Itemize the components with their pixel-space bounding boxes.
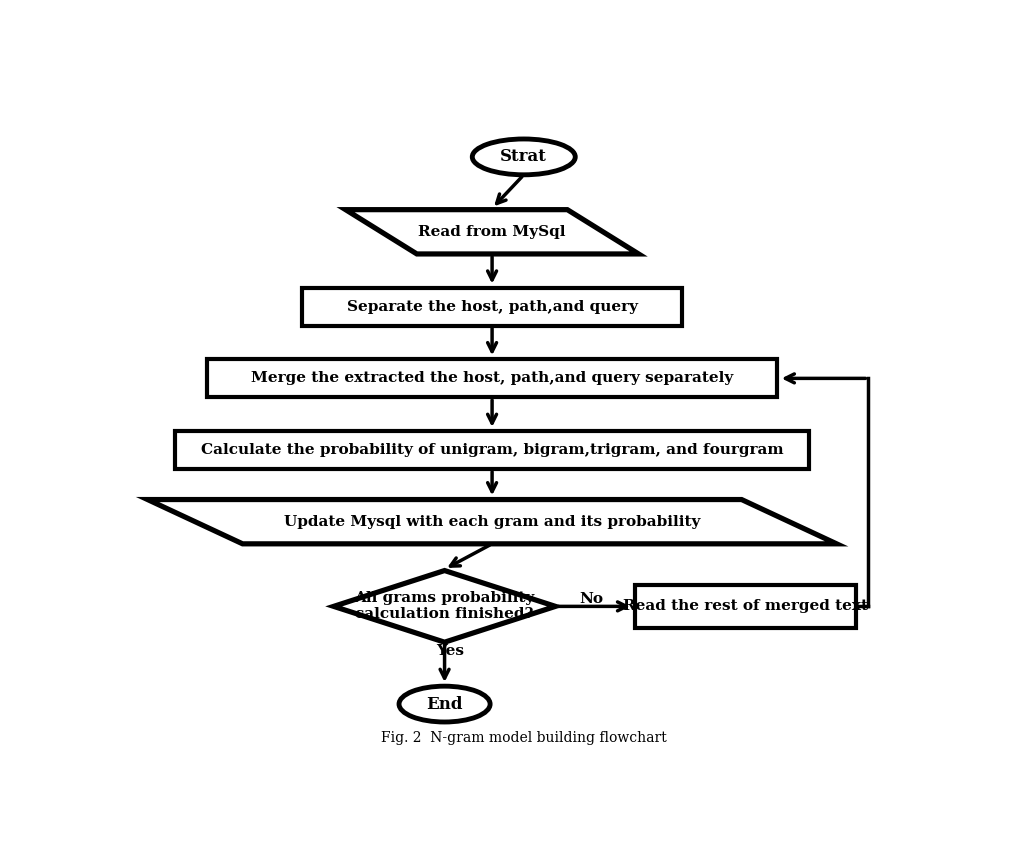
Text: End: End [426,695,463,712]
Bar [207,360,778,398]
Polygon shape [147,499,837,544]
Polygon shape [333,570,556,642]
Text: Yes: Yes [436,644,464,657]
Polygon shape [345,210,639,254]
Text: Merge the extracted the host, path,and query separately: Merge the extracted the host, path,and q… [251,371,733,386]
Bar [635,585,856,628]
Text: Calculate the probability of unigram, bigram,trigram, and fourgram: Calculate the probability of unigram, bi… [200,443,784,457]
Bar [303,288,682,326]
Text: All grams probability
calculation finished?: All grams probability calculation finish… [355,591,535,622]
Text: Read from MySql: Read from MySql [418,225,566,239]
Text: No: No [579,591,603,606]
Text: Separate the host, path,and query: Separate the host, path,and query [346,299,638,314]
Text: Update Mysql with each gram and its probability: Update Mysql with each gram and its prob… [284,514,700,529]
Bar [176,431,809,469]
Text: Read the rest of merged text: Read the rest of merged text [623,599,868,613]
Text: Fig. 2  N-gram model building flowchart: Fig. 2 N-gram model building flowchart [381,731,666,745]
Text: Strat: Strat [501,148,547,165]
